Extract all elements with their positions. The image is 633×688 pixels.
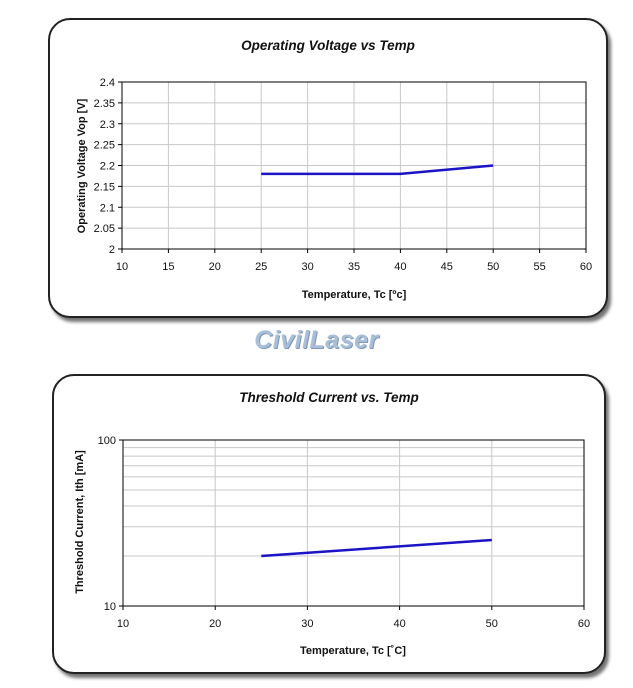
operating-voltage-chart-panel: Operating Voltage vs Temp 10 15 20 25 30 35 40… [48, 18, 608, 318]
y-tick-label: 2.35 [94, 98, 115, 110]
x-axis-label: Temperature, Tc [˚C] [300, 645, 406, 657]
x-axis-label: Temperature, Tc [ºc] [302, 289, 407, 301]
y-axis-label: Operating Voltage Vop [V] [76, 98, 88, 233]
operating-voltage-chart: Operating Voltage vs Temp 10 15 20 25 30 35 40… [76, 38, 592, 301]
x-tick-label: 60 [580, 261, 592, 273]
x-tick-label: 30 [301, 261, 313, 273]
y-tick-label: 2.05 [94, 223, 115, 235]
x-tick-label: 10 [116, 261, 128, 273]
x-tick-label: 60 [578, 618, 590, 630]
x-tick-label: 40 [393, 618, 405, 630]
y-tick-label: 2.15 [94, 181, 115, 193]
y-tick-label: 2 [109, 244, 115, 256]
x-tick-label: 25 [255, 261, 267, 273]
threshold-current-chart: Threshold Current vs. Temp 10 20 30 40 50 60 … [74, 390, 590, 657]
civillaser-watermark-logo: CivilLaser [254, 326, 379, 354]
y-tick-label: 2.2 [100, 161, 115, 173]
y-tick-label: 2.3 [100, 119, 115, 131]
x-tick-label: 40 [394, 261, 406, 273]
x-tick-label: 50 [486, 618, 498, 630]
y-tick-label: 2.4 [100, 77, 115, 89]
y-axis-label: Threshold Current, Ith [mA] [74, 450, 86, 594]
series-line [261, 538, 492, 558]
y-tick-label: 100 [98, 435, 116, 447]
x-tick-label: 10 [117, 618, 129, 630]
x-tick-label: 15 [162, 261, 174, 273]
plot-frame [122, 439, 585, 607]
x-tick-label: 20 [209, 618, 221, 630]
x-tick-label: 30 [301, 618, 313, 630]
x-tick-label: 45 [441, 261, 453, 273]
threshold-current-chart-panel: Threshold Current vs. Temp 10 20 30 40 50 60 … [52, 374, 606, 674]
x-tick-label: 50 [487, 261, 499, 273]
chart-title: Operating Voltage vs Temp [241, 38, 415, 53]
chart-title: Threshold Current vs. Temp [239, 390, 419, 405]
x-tick-label: 20 [209, 261, 221, 273]
y-tick-label: 2.25 [94, 140, 115, 152]
x-tick-label: 55 [533, 261, 545, 273]
series-line [261, 164, 494, 176]
y-tick-label: 10 [104, 601, 116, 613]
x-tick-label: 35 [348, 261, 360, 273]
y-tick-label: 2.1 [100, 202, 115, 214]
